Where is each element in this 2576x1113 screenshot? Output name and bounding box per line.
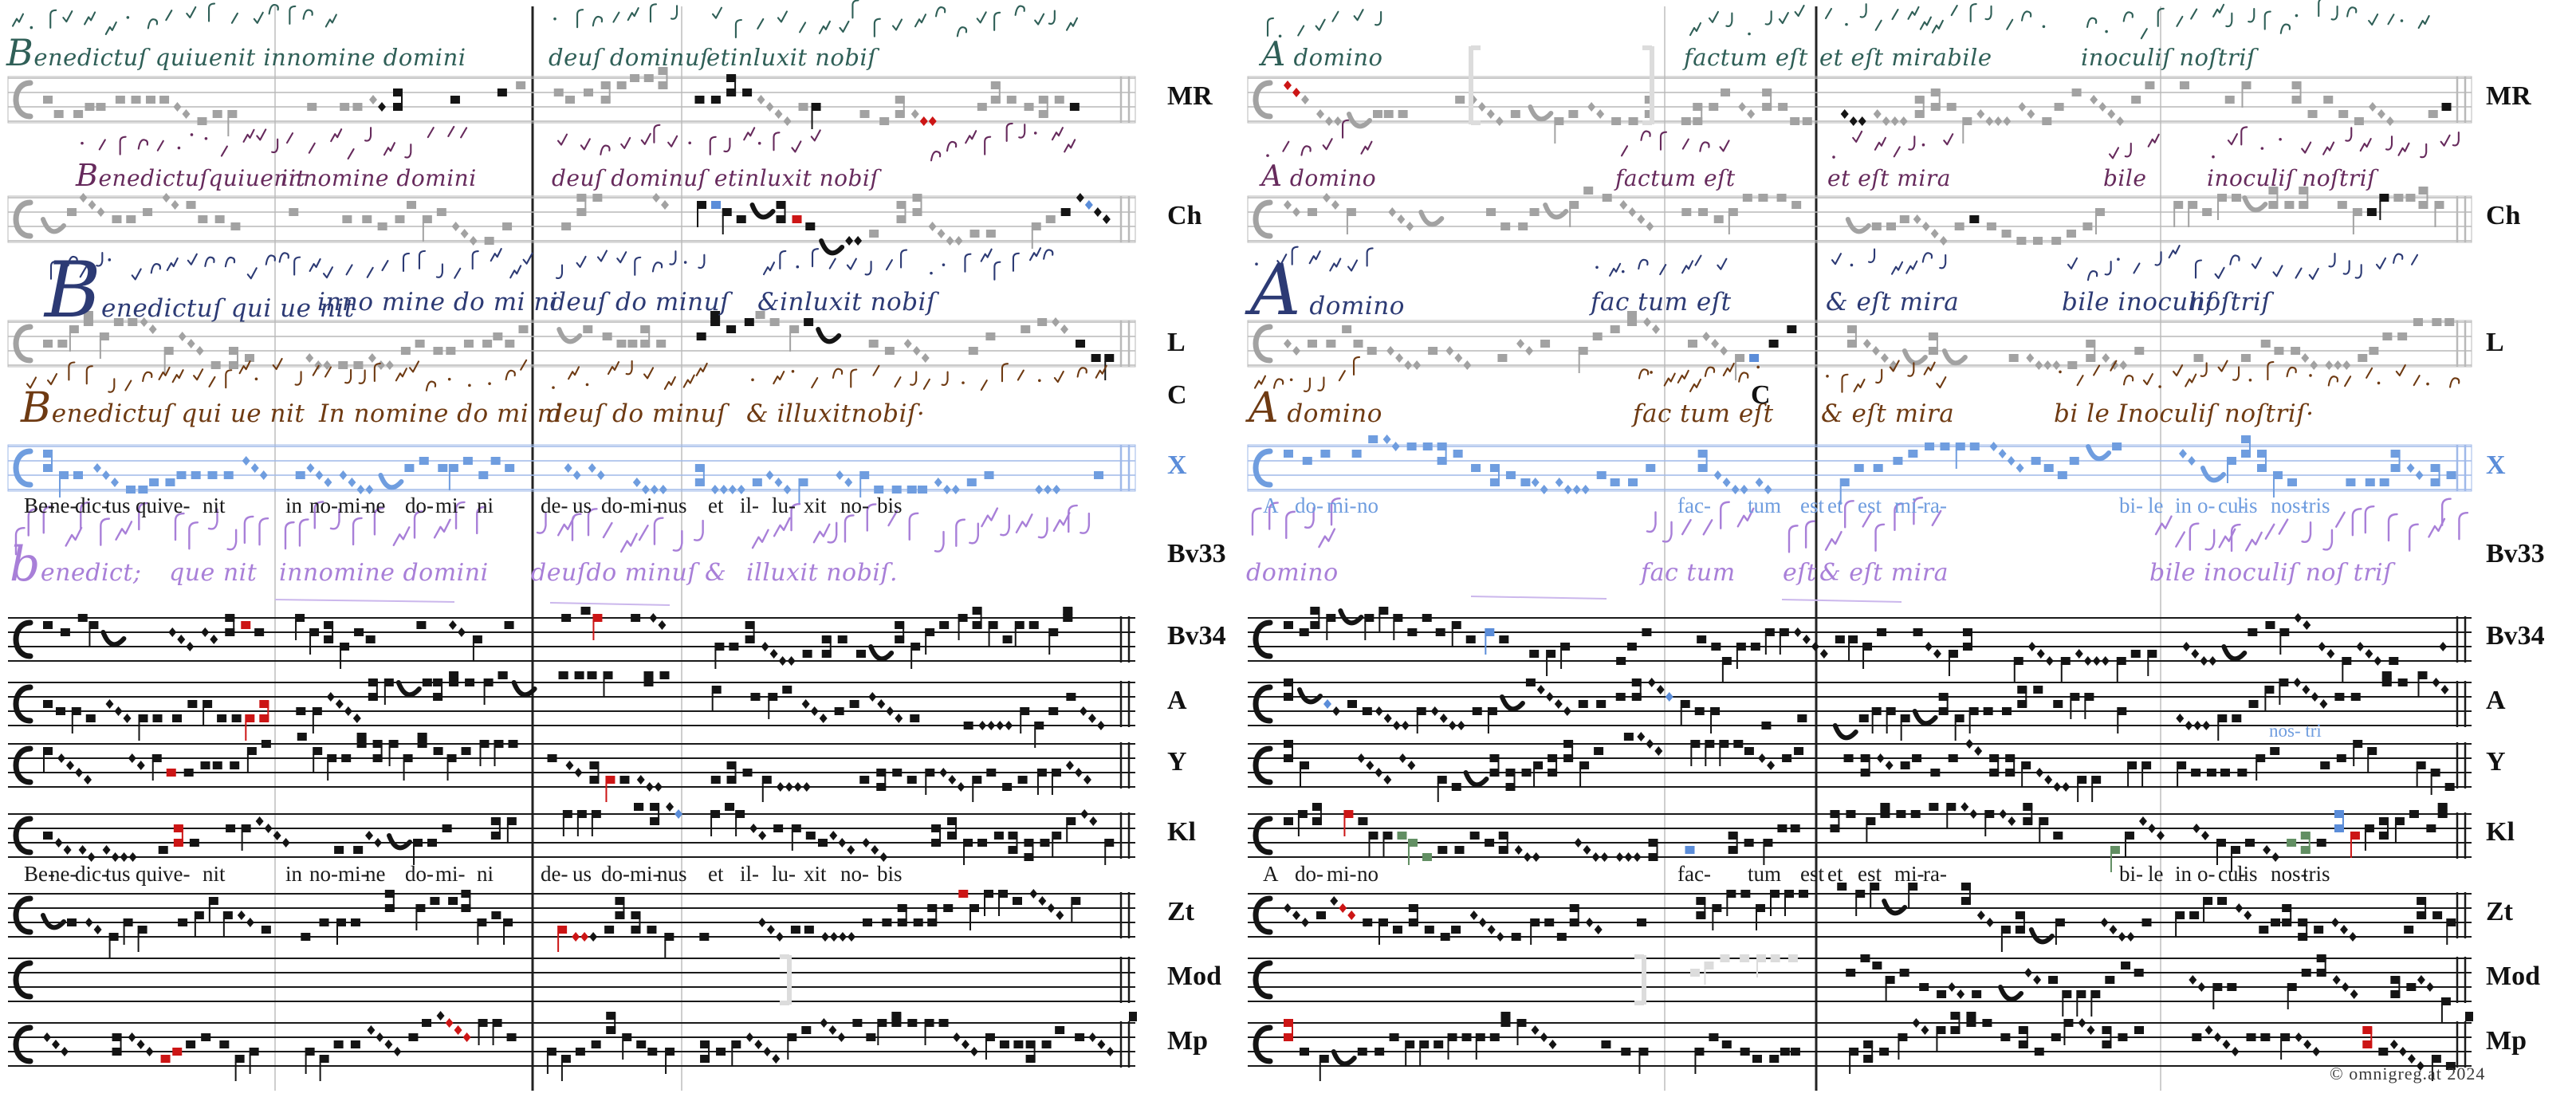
column-divider <box>1815 6 1818 1091</box>
c-clef-icon <box>1253 80 1273 120</box>
c-clef-icon <box>13 448 33 488</box>
ghost-bracket-icon <box>1642 45 1654 125</box>
c-clef-icon <box>1253 684 1273 724</box>
c-clef-icon <box>1253 745 1273 785</box>
staff-row-X-right <box>1247 435 2472 505</box>
staff-row-Y-left <box>8 733 1135 802</box>
c-clef-icon <box>13 1025 33 1064</box>
neumes-C-left <box>26 357 1107 393</box>
neumes-Ch-right <box>1266 119 2460 159</box>
c-clef-icon <box>13 684 33 724</box>
c-clef-icon <box>13 80 33 120</box>
scratch-underline <box>274 599 455 603</box>
staff-row-Bv34-right <box>1248 607 2472 683</box>
column-divider <box>1664 6 1666 1091</box>
scratch-underline <box>1781 599 1902 603</box>
c-clef-icon <box>13 960 33 1000</box>
staff-row-MR-right <box>1247 76 2472 144</box>
c-clef-icon <box>13 199 33 239</box>
c-clef-icon <box>1253 895 1273 935</box>
staff-row-Y-right <box>1248 732 2472 802</box>
ghost-bracket-icon <box>780 954 792 1005</box>
scratch-underline <box>1470 596 1607 600</box>
staff-row-Bv34-left <box>8 607 1135 669</box>
staff-row-Mp-left <box>8 1011 1137 1081</box>
ghost-bracket-icon <box>1469 45 1481 125</box>
neumes-L-left <box>49 247 1054 281</box>
c-clef-icon <box>13 324 33 364</box>
staff-row-Zt-left <box>8 889 1135 959</box>
copyright-notice: © omnigreg.at 2024 <box>2330 1064 2486 1084</box>
c-clef-icon <box>1253 448 1273 488</box>
staff-row-Mp-right <box>1248 1012 2473 1081</box>
c-clef-icon <box>13 745 33 785</box>
staff-row-A-left <box>8 671 1135 748</box>
staff-row-Mod-right <box>1248 954 2472 1024</box>
neumes-Ch-left <box>81 122 1076 162</box>
c-clef-icon <box>13 816 33 855</box>
staff-row-Mod-left <box>8 957 1135 1003</box>
staff-row-A-right <box>1248 671 2472 741</box>
c-clef-icon <box>1253 619 1273 659</box>
column-divider <box>2160 6 2161 1091</box>
staff-row-X-left <box>7 444 1136 505</box>
scratch-underline <box>549 602 671 606</box>
c-clef-icon <box>1253 1025 1273 1064</box>
c-clef-icon <box>1253 960 1273 1000</box>
neumes-Bv33-right <box>1251 497 2469 553</box>
neumes-MR-left <box>11 0 1079 39</box>
staff-row-Ch-right <box>1247 187 2472 246</box>
column-divider <box>531 6 534 1091</box>
column-divider <box>681 6 682 1091</box>
staff-row-Zt-right <box>1248 883 2472 952</box>
c-clef-icon <box>1253 324 1273 364</box>
staff-row-Kl-left <box>8 802 1135 865</box>
neumes-C-right <box>1253 356 2460 393</box>
neumes-MR-right <box>1266 0 2430 40</box>
column-divider <box>274 6 276 1091</box>
staff-row-Ch-left <box>7 193 1136 256</box>
c-clef-icon <box>1253 816 1273 855</box>
c-clef-icon <box>1253 199 1273 239</box>
staff-row-MR-left <box>7 67 1136 136</box>
c-clef-icon <box>13 619 33 659</box>
c-clef-icon <box>13 895 33 935</box>
neumes-L-right <box>1255 245 2419 281</box>
ghost-bracket-icon <box>1634 954 1646 1005</box>
staff-row-L-left <box>7 311 1136 380</box>
neumes-Bv33-left <box>14 501 1091 556</box>
staff-row-Kl-right <box>1248 802 2472 872</box>
